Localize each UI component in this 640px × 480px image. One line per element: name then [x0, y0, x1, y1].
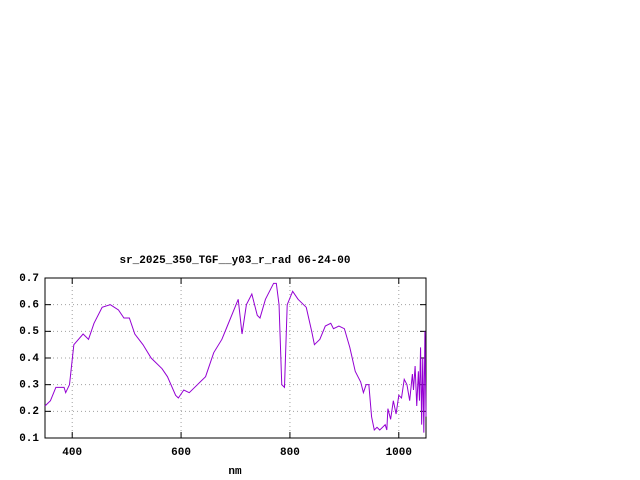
y-tick-label: 0.6 [19, 300, 39, 312]
chart-title: sr_2025_350_TGF__y03_r_rad 06-24-00 [119, 255, 350, 267]
y-tick-label: 0.5 [19, 326, 39, 338]
x-tick-label: 400 [62, 447, 82, 459]
plot-frame [44, 277, 427, 439]
x-tick-label: 600 [171, 447, 191, 459]
x-tick-label: 1000 [386, 447, 412, 459]
y-tick-label: 0.2 [19, 406, 39, 418]
y-tick-label: 0.4 [19, 353, 39, 365]
x-tick-label: 800 [280, 447, 300, 459]
data-line [44, 282, 427, 433]
y-tick-label: 0.7 [19, 273, 39, 285]
y-tick-label: 0.3 [19, 380, 39, 392]
y-tick-label: 0.1 [19, 433, 39, 445]
x-axis-label: nm [228, 466, 242, 478]
